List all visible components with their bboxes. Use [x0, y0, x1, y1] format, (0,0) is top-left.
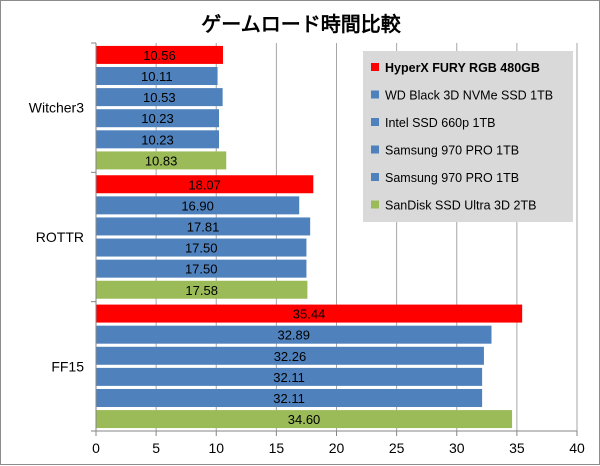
legend-label: Intel SSD 660p 1TB [385, 116, 495, 130]
category-label: Witcher3 [29, 100, 84, 116]
data-label: 10.23 [141, 111, 174, 126]
bar [96, 304, 523, 323]
bar [96, 196, 300, 215]
x-tick-label: 25 [389, 440, 405, 456]
axes: 0 5 10 15 20 25 30 35 40 Witcher3 ROTTR FF15 [29, 42, 585, 456]
x-tick-label: 10 [208, 440, 224, 456]
x-tick-label: 0 [92, 440, 100, 456]
data-label: 17.58 [185, 283, 218, 298]
bar [96, 151, 227, 170]
data-label: 10.83 [145, 153, 178, 168]
bar [96, 325, 492, 344]
bar [96, 346, 484, 365]
legend-label: HyperX FURY RGB 480GB [385, 61, 540, 75]
data-label: 18.07 [188, 177, 221, 192]
data-label: 10.53 [143, 90, 176, 105]
legend-label: SanDisk SSD Ultra 3D 2TB [385, 199, 536, 213]
x-tick-label: 20 [329, 440, 345, 456]
legend-swatch [371, 173, 379, 181]
legend-swatch [371, 200, 379, 209]
legend-label: Samsung 970 PRO 1TB [385, 144, 519, 158]
data-label: 17.50 [185, 241, 218, 256]
x-tick-label: 5 [152, 440, 160, 456]
legend-swatch [371, 145, 379, 154]
legend-label: WD Black 3D NVMe SSD 1TB [385, 89, 553, 103]
bar [96, 130, 220, 149]
category-label: FF15 [51, 358, 84, 374]
data-label: 10.56 [143, 48, 176, 63]
data-label: 10.23 [141, 132, 174, 147]
bar [96, 280, 308, 299]
bar [96, 259, 307, 278]
bar [96, 88, 223, 107]
legend-box [363, 51, 573, 222]
bar [96, 238, 307, 257]
legend-swatch [371, 118, 379, 126]
data-label: 32.26 [274, 349, 307, 364]
x-tick-label: 35 [509, 440, 525, 456]
legend-label: Samsung 970 PRO 1TB [385, 171, 519, 185]
bars: 10.56 10.11 10.53 10.23 10.23 10.83 18.07 16.90… [96, 45, 523, 429]
data-label: 32.11 [273, 370, 305, 385]
chart-title: ゲームロード時間比較 [201, 12, 401, 36]
data-label: 10.11 [141, 69, 173, 84]
x-tick-label: 40 [569, 440, 585, 456]
x-tick-label: 30 [449, 440, 465, 456]
bar [96, 175, 314, 194]
data-label: 17.81 [187, 219, 220, 234]
bar [96, 217, 311, 236]
bar [96, 45, 223, 64]
data-label: 34.60 [288, 412, 321, 427]
bar [96, 388, 483, 407]
data-label: 35.44 [293, 307, 326, 322]
bar [96, 67, 218, 86]
bar [96, 410, 513, 429]
bar [96, 367, 483, 386]
legend-swatch [371, 63, 379, 71]
data-label: 32.89 [277, 328, 310, 343]
bar [96, 109, 220, 128]
x-tick-label: 15 [269, 440, 285, 456]
data-label: 32.11 [273, 391, 305, 406]
category-label: ROTTR [36, 229, 84, 245]
data-label: 16.90 [181, 198, 214, 213]
legend-swatch [371, 90, 379, 99]
legend: HyperX FURY RGB 480GB WD Black 3D NVMe SS… [363, 51, 573, 222]
data-label: 17.50 [185, 262, 218, 277]
